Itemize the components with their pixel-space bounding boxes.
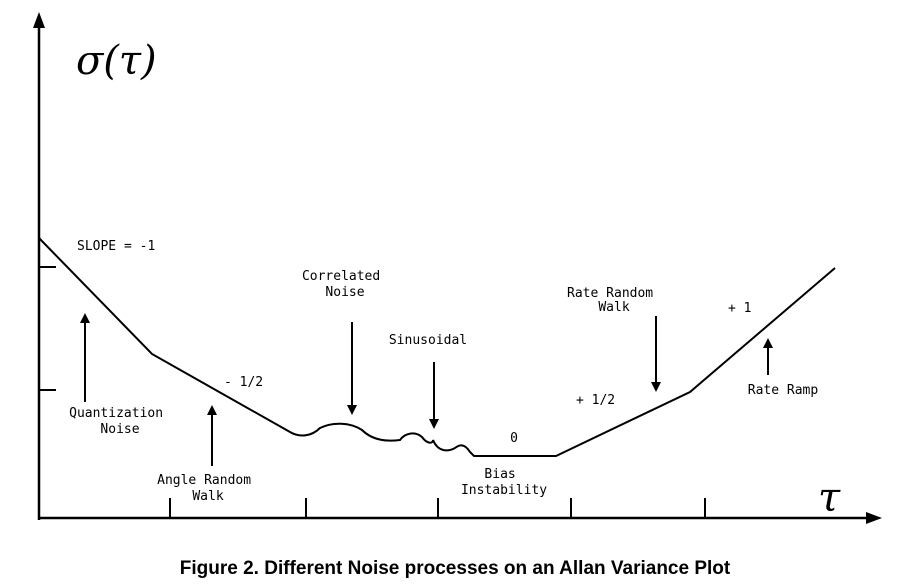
- angle-random-walk-label: Angle Random Walk: [157, 473, 259, 504]
- rate-ramp-label: Rate Ramp: [748, 383, 819, 398]
- slope-plus-half-label: + 1/2: [576, 393, 615, 408]
- rate-random-walk-line2: Walk: [598, 300, 629, 315]
- correlated-noise-label: Correlated Noise: [302, 269, 388, 300]
- y-axis-label: σ(τ): [76, 38, 157, 84]
- y-axis-arrowhead: [33, 12, 45, 28]
- rate-random-walk-line1: Rate Random: [567, 286, 653, 301]
- bias-instability-label: Bias Instability: [461, 467, 547, 498]
- correlated-noise-line2: Noise: [325, 285, 364, 300]
- sinusoidal-label: Sinusoidal: [389, 333, 467, 348]
- allan-deviation-curve: [38, 237, 836, 457]
- quantization-noise-label: Quantization Noise: [69, 406, 171, 437]
- angle-random-walk-line2: Walk: [192, 489, 223, 504]
- slope-minus-1-label: SLOPE = -1: [77, 239, 155, 254]
- x-axis-arrowhead: [866, 512, 882, 524]
- correlated-noise-line1: Correlated: [302, 269, 380, 284]
- quantization-noise-line2: Noise: [100, 422, 139, 437]
- axes: σ(τ) τ: [33, 12, 882, 524]
- figure-caption: Figure 2. Different Noise processes on a…: [180, 558, 731, 579]
- bias-instability-line1: Bias: [484, 467, 515, 482]
- quantization-noise-line1: Quantization: [69, 406, 163, 421]
- slope-minus-half-label: - 1/2: [224, 375, 263, 390]
- bias-instability-line2: Instability: [461, 483, 547, 498]
- annotation-labels: SLOPE = -1 Quantization Noise - 1/2 Angl…: [69, 239, 818, 504]
- annotation-arrows: [80, 313, 773, 466]
- x-axis-label: τ: [818, 475, 841, 521]
- slope-zero-label: 0: [510, 431, 518, 446]
- angle-random-walk-line1: Angle Random: [157, 473, 251, 488]
- slope-plus-1-label: + 1: [728, 301, 751, 316]
- rate-random-walk-label: Rate Random Walk: [567, 286, 661, 315]
